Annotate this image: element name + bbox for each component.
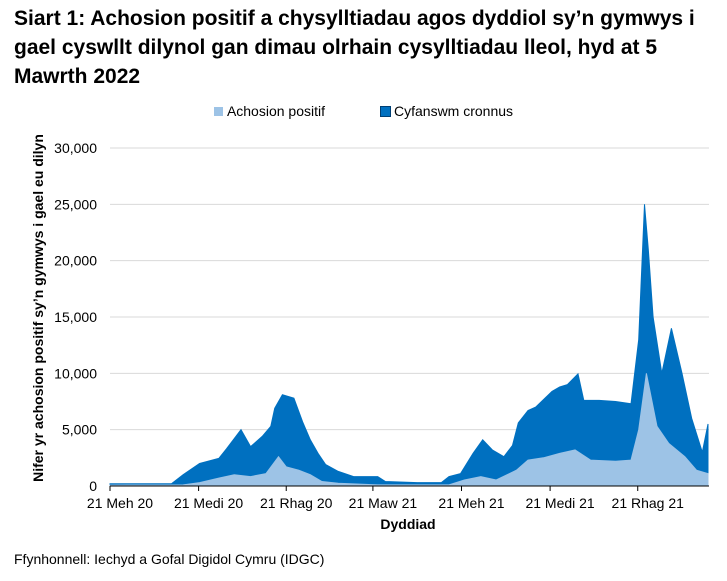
x-tick-label: 21 Medi 21 (525, 495, 594, 511)
x-tick-label: 21 Medi 20 (174, 495, 243, 511)
x-tick-label: 21 Rhag 21 (612, 495, 685, 511)
x-tick-label: 21 Maw 21 (349, 495, 418, 511)
legend-item-total: Cyfanswm cronnus (380, 103, 514, 119)
legend-label-total: Cyfanswm cronnus (394, 103, 514, 119)
y-tick-label: 15,000 (54, 309, 97, 325)
source-note: Ffynhonnell: Iechyd a Gofal Digidol Cymr… (14, 551, 325, 567)
area-series-positive (109, 373, 709, 487)
legend-item-positive: Achosion positif (213, 103, 325, 119)
legend-label-positive: Achosion positif (226, 103, 325, 119)
legend: Achosion positif Cyfanswm cronnus (0, 103, 727, 119)
y-tick-label: 30,000 (54, 140, 97, 156)
y-tick-label: 0 (89, 478, 97, 494)
area-series-total (109, 204, 709, 487)
y-tick-label: 20,000 (54, 253, 97, 269)
x-axis-title: Dyddiad (380, 516, 436, 532)
y-axis-title: Nifer yr achosion positif sy’n gymwys i … (30, 134, 46, 482)
legend-swatch-positive (213, 106, 223, 116)
y-tick-label: 25,000 (54, 196, 97, 212)
x-tick-label: 21 Rhag 20 (260, 495, 333, 511)
legend-swatch-total (380, 105, 391, 117)
x-tick-label: 21 Meh 21 (438, 495, 504, 511)
chart-title: Siart 1: Achosion positif a chysylltiada… (14, 7, 695, 88)
y-tick-label: 5,000 (62, 422, 97, 438)
x-tick-label: 21 Meh 20 (87, 495, 153, 511)
y-tick-label: 10,000 (54, 365, 97, 381)
